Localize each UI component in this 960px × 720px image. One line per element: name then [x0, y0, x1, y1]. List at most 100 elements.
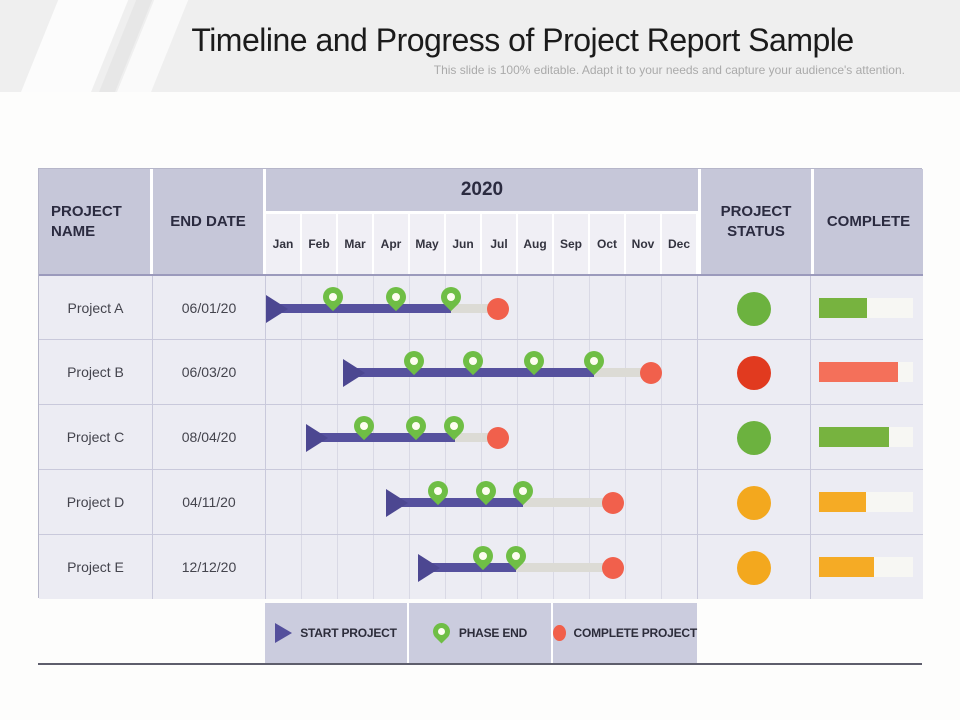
month-header-cell: Feb — [302, 214, 336, 274]
legend: START PROJECT PHASE END COMPLETE PROJECT — [265, 603, 697, 663]
gantt-progress-bar — [423, 563, 516, 572]
complete-dot-icon — [639, 362, 662, 384]
start-arrow-icon — [343, 359, 366, 387]
month-header-cell: Jan — [266, 214, 300, 274]
legend-label: COMPLETE PROJECT — [573, 626, 698, 640]
status-circle — [737, 292, 771, 326]
page-subtitle: This slide is 100% editable. Adapt it to… — [433, 63, 905, 77]
table-row: Project C 08/04/20 — [39, 404, 923, 469]
month-header-row: Jan Feb Mar Apr May Jun Jul Aug Sep Oct Nov Dec — [266, 214, 698, 274]
complete-cell — [811, 276, 923, 339]
month-header-cell: Mar — [338, 214, 372, 274]
gantt-cell — [266, 535, 698, 599]
gantt-progress-bar — [391, 498, 524, 507]
status-circle — [737, 551, 771, 585]
column-header-project-name: PROJECT NAME — [39, 169, 153, 274]
month-header-cell: May — [410, 214, 444, 274]
complete-fill — [819, 492, 866, 512]
pin-center-dot — [477, 550, 489, 562]
table-row: Project E 12/12/20 — [39, 534, 923, 599]
status-circle — [737, 356, 771, 390]
complete-dot-icon — [486, 298, 509, 320]
legend-label: START PROJECT — [300, 626, 397, 640]
legend-item-complete-project: COMPLETE PROJECT — [553, 603, 697, 663]
month-header-cell: Dec — [662, 214, 696, 274]
project-status-cell — [698, 535, 811, 599]
complete-fill — [819, 298, 867, 318]
end-date-cell: 06/03/20 — [153, 340, 266, 404]
pin-center-dot — [327, 291, 339, 303]
month-header-cell: Oct — [590, 214, 624, 274]
complete-cell — [811, 405, 923, 469]
gantt-progress-bar — [272, 304, 452, 313]
pin-center-dot — [432, 485, 444, 497]
column-header-project-status: PROJECT STATUS — [698, 169, 811, 274]
pin-center-dot — [467, 355, 479, 367]
complete-dot-icon — [602, 492, 625, 514]
pin-center-dot — [480, 485, 492, 497]
complete-cell — [811, 535, 923, 599]
column-header-complete: COMPLETE — [811, 169, 923, 274]
month-header-cell: Nov — [626, 214, 660, 274]
table-row: Project A 06/01/20 — [39, 274, 923, 339]
project-name-cell: Project E — [39, 535, 153, 599]
month-header-cell: Jul — [482, 214, 516, 274]
start-arrow-icon — [266, 295, 288, 323]
project-name-cell: Project B — [39, 340, 153, 404]
column-header-year: 2020 — [266, 169, 698, 211]
pin-center-dot — [510, 550, 522, 562]
footer-divider-line — [38, 663, 922, 665]
legend-label: PHASE END — [458, 626, 528, 640]
phase-end-pin-icon — [429, 619, 454, 645]
complete-track — [819, 298, 913, 318]
end-date-cell: 06/01/20 — [153, 276, 266, 339]
pin-center-dot — [358, 420, 370, 432]
end-date-cell: 08/04/20 — [153, 405, 266, 469]
project-name-cell: Project A — [39, 276, 153, 339]
table-row: Project D 04/11/20 — [39, 469, 923, 534]
table-body: Project A 06/01/20 Project B 06/03/20 Projec… — [39, 274, 923, 599]
complete-fill — [819, 362, 898, 382]
gantt-cell — [266, 470, 698, 534]
complete-cell — [811, 340, 923, 404]
column-header-end-date: END DATE — [153, 169, 266, 274]
table-row: Project B 06/03/20 — [39, 339, 923, 404]
gantt-cell — [266, 340, 698, 404]
complete-dot-icon — [486, 427, 509, 449]
month-header-cell: Sep — [554, 214, 588, 274]
legend-item-phase-end: PHASE END — [409, 603, 553, 663]
pin-center-dot — [445, 291, 457, 303]
page-title: Timeline and Progress of Project Report … — [191, 22, 854, 58]
complete-track — [819, 362, 913, 382]
project-status-cell — [698, 470, 811, 534]
slide-header-band: Timeline and Progress of Project Report … — [0, 0, 960, 92]
month-header-cell: Jun — [446, 214, 480, 274]
project-name-cell: Project C — [39, 405, 153, 469]
complete-dot-icon — [602, 557, 625, 579]
gantt-cell — [266, 405, 698, 469]
complete-cell — [811, 470, 923, 534]
pin-center-dot — [528, 355, 540, 367]
legend-item-start-project: START PROJECT — [265, 603, 409, 663]
pin-center-dot — [436, 626, 447, 637]
pin-center-dot — [588, 355, 600, 367]
status-circle — [737, 486, 771, 520]
project-status-cell — [698, 340, 811, 404]
pin-center-dot — [517, 485, 529, 497]
complete-track — [819, 492, 913, 512]
title-block: Timeline and Progress of Project Report … — [140, 22, 905, 77]
gantt-progress-bar — [311, 433, 455, 442]
project-status-cell — [698, 276, 811, 339]
status-circle — [737, 421, 771, 455]
complete-track — [819, 427, 913, 447]
month-header-cell: Aug — [518, 214, 552, 274]
end-date-cell: 12/12/20 — [153, 535, 266, 599]
pin-center-dot — [410, 420, 422, 432]
end-date-cell: 04/11/20 — [153, 470, 266, 534]
complete-track — [819, 557, 913, 577]
start-arrow-icon — [417, 554, 440, 582]
gantt-table: PROJECT NAME END DATE 2020 Jan Feb Mar Apr M… — [38, 168, 923, 599]
pin-center-dot — [390, 291, 402, 303]
project-status-cell — [698, 405, 811, 469]
